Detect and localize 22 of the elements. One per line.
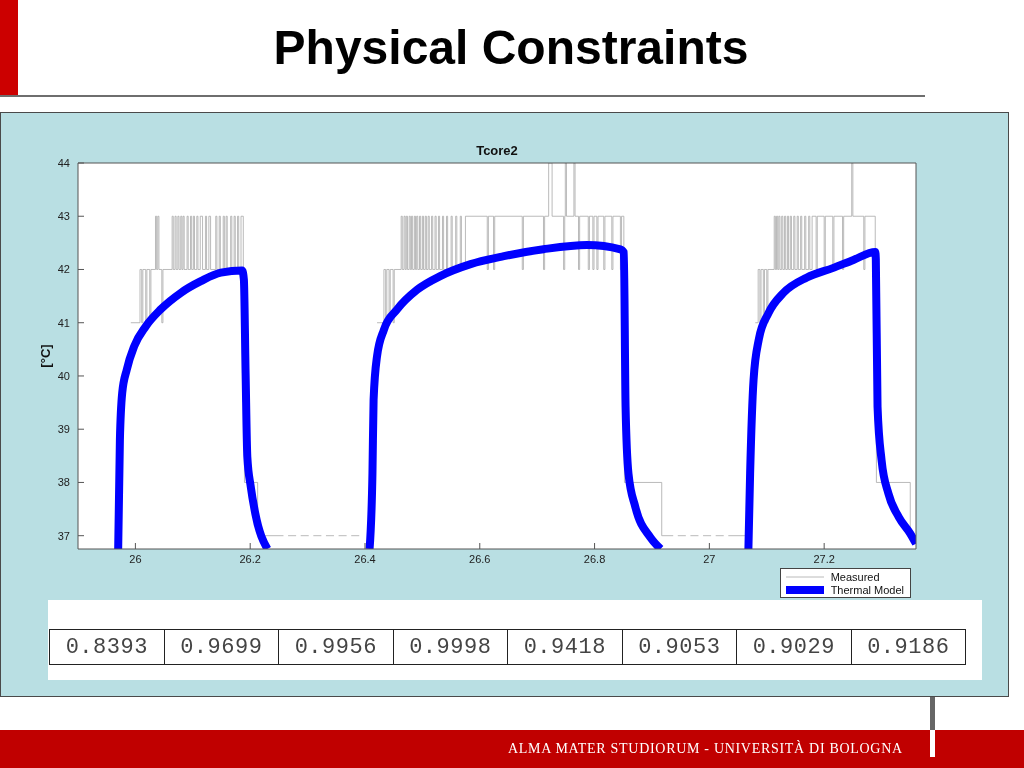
legend-label: Thermal Model xyxy=(830,583,904,596)
chart-title: Physical Constraints xyxy=(272,20,750,76)
x-tick-label: 26.2 xyxy=(239,552,261,565)
x-tick-label: 26.8 xyxy=(583,552,606,565)
y-tick-label: 38 xyxy=(57,476,70,489)
table-panel: 0.8393 0.9699 0.9956 0.9998 0.9418 0.9053 0.9029 0.9186 xyxy=(48,600,982,680)
y-axis-title: [°C] xyxy=(37,344,53,368)
y-tick-label: 42 xyxy=(57,263,70,276)
x-tick-label: 26.4 xyxy=(354,552,376,565)
y-tick-label: 37 xyxy=(57,529,70,542)
x-tick-label: 27.2 xyxy=(813,552,835,565)
y-tick-label: 40 xyxy=(57,369,70,382)
y-tick-label: 44 xyxy=(57,156,70,169)
y-tick-label: 43 xyxy=(57,210,70,223)
x-tick-label: 27 xyxy=(703,552,716,565)
y-tick-label: 41 xyxy=(57,316,70,329)
chart-subtitle: Tcore2 xyxy=(475,143,519,159)
legend-label: Measured xyxy=(830,570,880,583)
text: ALMA MATER STUDIORUM - UNIVERSITÀ DI BOLOGNA xyxy=(508,741,903,757)
y-tick-label: 39 xyxy=(57,423,70,436)
x-tick-label: 26 xyxy=(129,552,142,565)
x-tick-label: 26.6 xyxy=(469,552,491,565)
